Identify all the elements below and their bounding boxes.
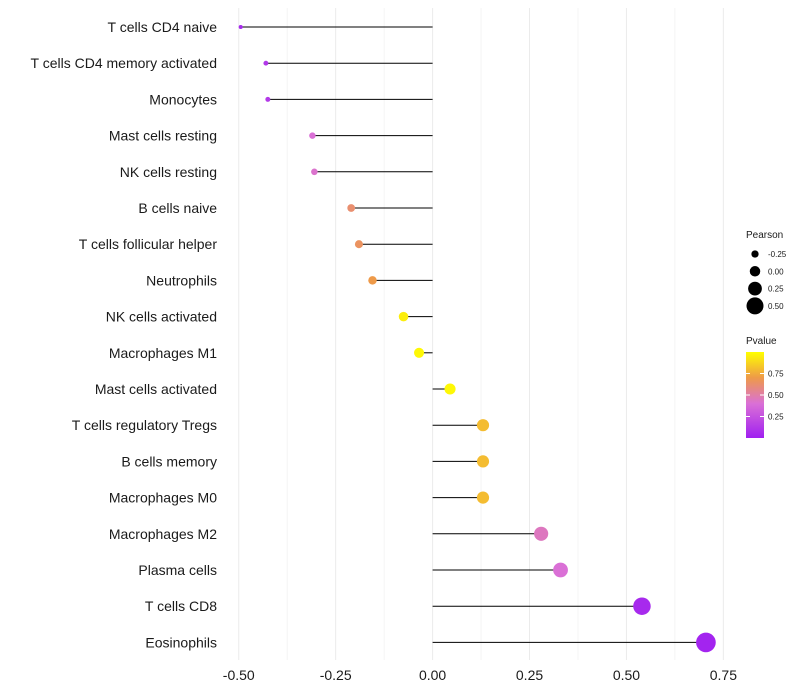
y-tick-label: T cells CD4 naive [108,19,218,35]
lollipop-point [534,526,549,541]
lollipop-point [553,562,568,578]
x-tick-label: 0.00 [419,667,446,683]
point-layer [238,24,716,653]
legend-pearson-dot [746,297,764,315]
y-tick-label: Eosinophils [145,634,217,650]
legend-pvalue-label: 0.50 [768,391,784,400]
x-tick-label: 0.50 [613,667,640,683]
x-tick-label: -0.50 [223,667,255,683]
lollipop-point [265,96,271,102]
y-tick-label: NK cells activated [106,309,217,325]
x-tick-label: 0.25 [516,667,543,683]
segment-layer [240,26,706,643]
legend-pvalue-colorbar [746,352,764,438]
grid-layer [238,8,724,660]
lollipop-point [309,132,316,139]
legend-pvalue-label: 0.25 [768,413,784,422]
lollipop-point [476,491,490,504]
y-tick-label: NK cells resting [120,164,217,180]
y-tick-label: Monocytes [149,91,217,107]
legend-pearson-dot [748,281,762,296]
legend-pvalue-title: Pvalue [746,336,777,347]
lollipop-point [696,632,716,653]
legend-pvalue: Pvalue 0.75 0.50 0.25 [746,336,784,438]
y-tick-label: Macrophages M1 [109,345,217,361]
x-axis-labels: -0.50 -0.25 0.00 0.25 0.50 0.75 [223,667,737,683]
y-tick-label: T cells CD4 memory activated [31,55,217,71]
y-tick-label: Mast cells resting [109,128,217,144]
y-tick-label: B cells naive [138,200,217,216]
lollipop-point [354,240,363,249]
lollipop-point [633,597,651,615]
legend-pvalue-label: 0.75 [768,370,784,379]
y-tick-label: B cells memory [121,453,217,469]
lollipop-point [398,311,409,322]
legend-pearson-dot [749,266,761,277]
y-tick-label: Neutrophils [146,272,217,288]
y-tick-label: T cells regulatory Tregs [72,417,217,433]
y-tick-label: Macrophages M0 [109,490,217,506]
legend-pearson-dot [751,250,759,258]
legend-pearson-title: Pearson [746,230,783,241]
y-tick-label: T cells CD8 [145,598,217,614]
lollipop-point [263,60,269,66]
lollipop-point [238,24,243,30]
lollipop-point [347,204,356,212]
y-tick-label: T cells follicular helper [79,236,218,252]
lollipop-point [476,419,490,432]
legend-pearson-label: 0.25 [768,285,784,294]
y-tick-label: Macrophages M2 [109,526,217,542]
x-tick-label: -0.25 [320,667,352,683]
legend-pearson-label: 0.50 [768,302,784,311]
lollipop-point [444,383,456,395]
legend-pearson: Pearson -0.25 0.00 0.25 0.50 [746,230,787,315]
y-axis-labels: T cells CD4 naive T cells CD4 memory acti… [31,19,218,650]
lollipop-point [414,347,425,358]
lollipop-point [311,168,318,176]
x-tick-label: 0.75 [710,667,737,683]
lollipop-point [368,276,377,285]
legend-pearson-label: -0.25 [768,250,787,259]
lollipop-point [476,455,490,468]
y-tick-label: Mast cells activated [95,381,217,397]
y-tick-label: Plasma cells [138,562,217,578]
legend-pearson-label: 0.00 [768,267,784,276]
